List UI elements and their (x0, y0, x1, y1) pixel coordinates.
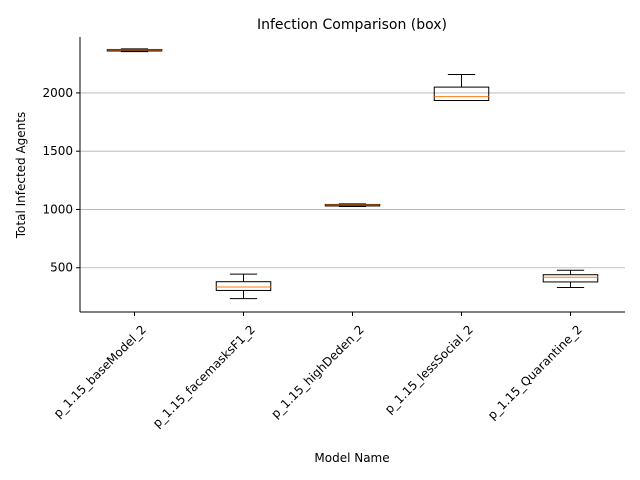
box-iqr (542, 274, 599, 283)
boxes (106, 48, 599, 300)
box-4 (542, 269, 599, 289)
y-tick-label: 1500 (42, 144, 73, 158)
box-2 (324, 203, 381, 208)
box-iqr (215, 281, 272, 291)
y-ticks: 500 1000 1500 2000 (42, 86, 80, 275)
x-tick-label: p_1.15_facemasksF1_2 (150, 322, 258, 430)
chart-title: Infection Comparison (box) (257, 17, 447, 33)
y-axis-label: Total Infected Agents (14, 112, 28, 239)
gridlines (80, 92, 625, 269)
box-iqr (433, 86, 490, 102)
x-tick-label: p_1.15_Quarantine_2 (485, 322, 585, 422)
x-tick-label: p_1.15_baseModel_2 (51, 322, 149, 420)
y-tick-label: 2000 (42, 86, 73, 100)
x-axis-label: Model Name (314, 451, 389, 465)
box-3 (433, 74, 490, 102)
x-ticks: p_1.15_baseModel_2 p_1.15_facemasksF1_2 p_… (51, 312, 585, 430)
box-1 (215, 273, 272, 300)
x-tick-label: p_1.15_highDeden_2 (268, 322, 367, 421)
y-tick-label: 500 (50, 261, 73, 275)
y-tick-label: 1000 (42, 202, 73, 216)
x-tick-label: p_1.15_lessSocial_2 (382, 322, 476, 416)
box-0 (106, 48, 163, 53)
